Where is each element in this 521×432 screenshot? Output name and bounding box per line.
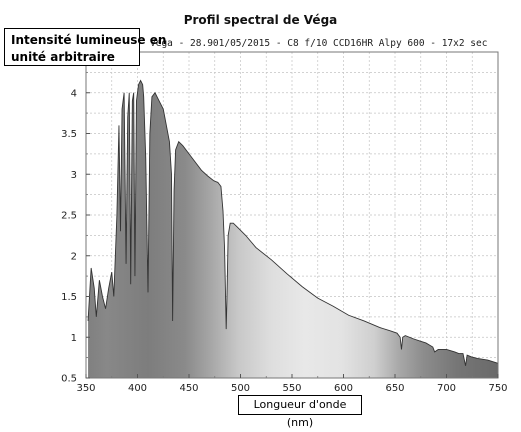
x-tick-label: 750 <box>488 383 507 394</box>
chart-title: Profil spectral de Véga <box>183 13 338 27</box>
spectrum-line <box>87 79 499 366</box>
y-tick-label: 0.5 <box>61 374 77 385</box>
x-tick-label: 650 <box>385 383 404 394</box>
y-tick-label: 2.5 <box>61 211 77 222</box>
y-tick-label: 1 <box>71 333 77 344</box>
x-tick-label: 600 <box>334 383 353 394</box>
y-axis-label-line-2: unité arbitraire <box>11 50 115 64</box>
x-tick-label: 500 <box>231 383 250 394</box>
y-tick-label: 3.5 <box>61 129 77 140</box>
x-tick-label: 350 <box>76 383 95 394</box>
y-axis-label-line-1: Intensité lumineuse en <box>11 33 167 47</box>
y-tick-label: 4 <box>71 88 77 99</box>
y-tick-label: 1.5 <box>61 292 77 303</box>
x-tick-label: 400 <box>128 383 147 394</box>
x-tick-label: 550 <box>282 383 301 394</box>
x-tick-label: 450 <box>179 383 198 394</box>
y-tick-label: 2 <box>71 251 77 262</box>
x-tick-label: 700 <box>437 383 456 394</box>
chart-subtitle: Vega - 28.901/05/2015 - C8 f/10 CCD16HR … <box>150 38 488 49</box>
x-axis-label: Longueur d'onde (nm) <box>238 395 362 429</box>
y-tick-label: 3 <box>71 170 77 181</box>
y-axis-label: Intensité lumineuse en unité arbitraire <box>4 28 167 66</box>
spectrum-area <box>88 80 498 379</box>
